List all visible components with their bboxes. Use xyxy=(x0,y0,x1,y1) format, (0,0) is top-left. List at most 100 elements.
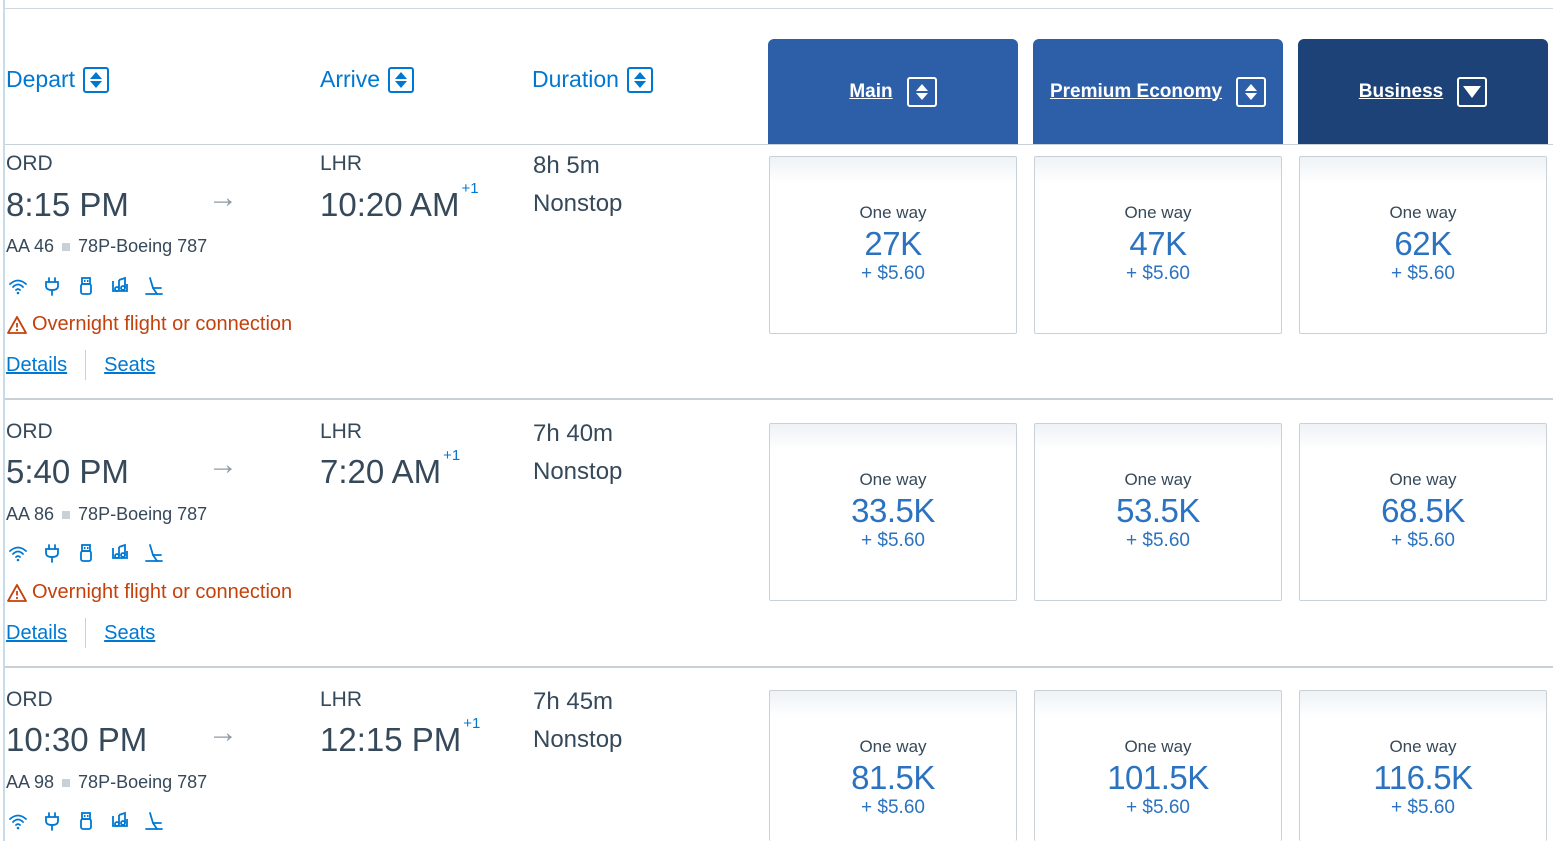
flight-row: ORD 5:40 PM → LHR 7:20 AM +1 AA 86 78P-Bo… xyxy=(0,413,1553,681)
arrive-time: 10:20 AM +1 xyxy=(320,180,479,224)
sort-toggle-icon[interactable] xyxy=(1236,76,1267,107)
fare-miles: 27K xyxy=(864,225,922,262)
cabin-tab-business[interactable]: Business xyxy=(1298,39,1548,144)
flight-row: ORD 8:15 PM → LHR 10:20 AM +1 AA 46 78P-B… xyxy=(0,145,1553,413)
fare-label: One way xyxy=(1124,470,1192,489)
power-outlet-icon[interactable] xyxy=(42,543,62,563)
sort-toggle-icon[interactable] xyxy=(906,76,937,107)
separator-square-icon xyxy=(62,778,71,787)
details-link[interactable]: Details xyxy=(6,353,68,376)
usb-icon[interactable] xyxy=(76,811,96,831)
arrow-right-icon: → xyxy=(208,716,238,749)
flight-links: Details Seats xyxy=(6,618,155,648)
fare-fee: + $5.60 xyxy=(1391,263,1455,284)
depart-time: 8:15 PM xyxy=(6,186,129,223)
fare-label: One way xyxy=(859,203,927,222)
arrow-right-icon: → xyxy=(208,448,238,481)
overnight-warning: Overnight flight or connection xyxy=(6,313,292,336)
fare-label: One way xyxy=(1124,203,1192,222)
cabin-label: Business xyxy=(1358,80,1444,102)
sort-toggle-icon[interactable] xyxy=(388,66,415,93)
fare-fee: + $5.60 xyxy=(1126,530,1190,551)
fare-miles: 47K xyxy=(1129,225,1187,262)
cabin-label: Premium Economy xyxy=(1049,80,1223,102)
arrive-time-value: 10:20 AM xyxy=(320,186,460,223)
cabin-tab-main[interactable]: Main xyxy=(768,39,1018,144)
flight-links: Details Seats xyxy=(6,350,155,380)
flight-info: AA 98 78P-Boeing 787 xyxy=(6,772,207,793)
day-offset: +1 xyxy=(443,447,461,464)
aircraft-type: 78P-Boeing 787 xyxy=(78,772,208,792)
seats-link[interactable]: Seats xyxy=(104,353,156,376)
stops: Nonstop xyxy=(533,458,623,485)
arrive-time: 12:15 PM +1 xyxy=(320,715,480,759)
left-border xyxy=(3,0,5,841)
lie-flat-seat-icon[interactable] xyxy=(144,276,164,296)
usb-icon[interactable] xyxy=(76,543,96,563)
flight-number: AA 46 xyxy=(6,236,55,256)
depart-header-label: Depart xyxy=(6,66,76,92)
sort-duration[interactable]: Duration xyxy=(532,66,653,93)
origin-airport: ORD xyxy=(6,420,53,443)
fare-label: One way xyxy=(1124,737,1192,756)
header-divider xyxy=(5,144,1553,145)
day-offset: +1 xyxy=(461,180,479,197)
warning-triangle-icon xyxy=(7,583,27,602)
fare-card-premium-economy[interactable]: One way 101.5K + $5.60 xyxy=(1034,690,1282,841)
fare-miles: 81.5K xyxy=(851,759,935,796)
sort-depart[interactable]: Depart xyxy=(6,66,110,93)
fare-label: One way xyxy=(1389,203,1457,222)
fare-miles: 116.5K xyxy=(1373,759,1473,796)
depart-time: 10:30 PM xyxy=(6,721,148,758)
fare-card-main[interactable]: One way 27K + $5.60 xyxy=(769,156,1017,334)
amenities-list xyxy=(8,276,164,296)
origin-airport: ORD xyxy=(6,152,53,175)
link-divider xyxy=(85,350,87,380)
fare-miles: 33.5K xyxy=(851,492,935,529)
sort-toggle-icon[interactable] xyxy=(83,66,110,93)
fare-card-main[interactable]: One way 81.5K + $5.60 xyxy=(769,690,1017,841)
arrow-right-icon: → xyxy=(208,181,238,214)
fare-fee: + $5.60 xyxy=(861,263,925,284)
power-outlet-icon[interactable] xyxy=(42,276,62,296)
day-offset: +1 xyxy=(463,715,481,732)
wifi-icon[interactable] xyxy=(8,276,28,296)
entertainment-icon[interactable] xyxy=(110,276,130,296)
arrive-header-label: Arrive xyxy=(320,66,381,92)
fare-fee: + $5.60 xyxy=(1126,797,1190,818)
flight-duration: 7h 45m xyxy=(533,688,614,715)
power-outlet-icon[interactable] xyxy=(42,811,62,831)
sort-toggle-icon[interactable] xyxy=(626,66,653,93)
wifi-icon[interactable] xyxy=(8,811,28,831)
fare-fee: + $5.60 xyxy=(861,797,925,818)
fare-card-business[interactable]: One way 68.5K + $5.60 xyxy=(1299,423,1547,601)
fare-card-premium-economy[interactable]: One way 53.5K + $5.60 xyxy=(1034,423,1282,601)
cabin-tab-premium-economy[interactable]: Premium Economy xyxy=(1033,39,1283,144)
fare-fee: + $5.60 xyxy=(1126,263,1190,284)
fare-label: One way xyxy=(859,470,927,489)
sort-down-icon[interactable] xyxy=(1457,76,1488,107)
wifi-icon[interactable] xyxy=(8,543,28,563)
cabin-label: Main xyxy=(849,80,893,102)
aircraft-type: 78P-Boeing 787 xyxy=(78,236,208,256)
fare-label: One way xyxy=(859,737,927,756)
entertainment-icon[interactable] xyxy=(110,543,130,563)
link-divider xyxy=(85,618,87,648)
flight-duration: 7h 40m xyxy=(533,420,614,447)
fare-card-business[interactable]: One way 62K + $5.60 xyxy=(1299,156,1547,334)
fare-card-main[interactable]: One way 33.5K + $5.60 xyxy=(769,423,1017,601)
entertainment-icon[interactable] xyxy=(110,811,130,831)
usb-icon[interactable] xyxy=(76,276,96,296)
details-link[interactable]: Details xyxy=(6,621,68,644)
top-divider xyxy=(5,8,1553,9)
fare-card-premium-economy[interactable]: One way 47K + $5.60 xyxy=(1034,156,1282,334)
fare-card-business[interactable]: One way 116.5K + $5.60 xyxy=(1299,690,1547,841)
aircraft-type: 78P-Boeing 787 xyxy=(78,504,208,524)
fare-miles: 101.5K xyxy=(1107,759,1209,796)
lie-flat-seat-icon[interactable] xyxy=(144,543,164,563)
lie-flat-seat-icon[interactable] xyxy=(144,811,164,831)
fare-fee: + $5.60 xyxy=(1391,797,1455,818)
flight-row: ORD 10:30 PM → LHR 12:15 PM +1 AA 98 78P-… xyxy=(0,681,1553,841)
sort-arrive[interactable]: Arrive xyxy=(320,66,415,93)
seats-link[interactable]: Seats xyxy=(104,621,156,644)
